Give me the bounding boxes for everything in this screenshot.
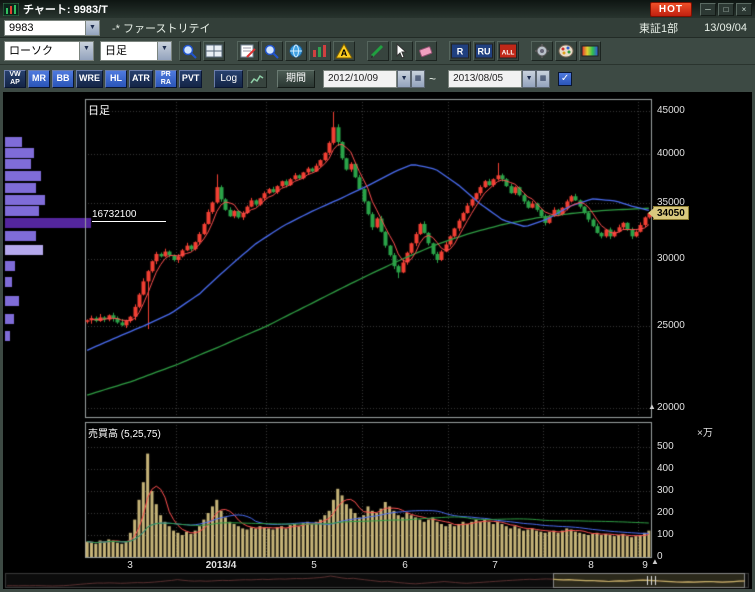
chart-type-combo[interactable]: ローソク ▼: [4, 41, 94, 61]
date-from-field[interactable]: 2012/10/09: [323, 69, 398, 88]
all-icon[interactable]: ALL: [497, 41, 519, 61]
hot-badge[interactable]: HOT: [649, 1, 692, 17]
chart-canvas[interactable]: [3, 92, 752, 589]
indicator-button-atr[interactable]: ATR: [129, 69, 153, 88]
eraser-icon[interactable]: [415, 41, 437, 61]
symbol-name: -* ファーストリテイ: [112, 22, 211, 35]
close-button[interactable]: ×: [736, 2, 752, 16]
chevron-down-icon[interactable]: ▼: [85, 20, 99, 35]
indicator-button-hl[interactable]: HL: [105, 69, 127, 88]
mini-chart-button[interactable]: [247, 69, 268, 88]
web-icon[interactable]: [285, 41, 307, 61]
date-to-field[interactable]: 2013/08/05: [448, 69, 523, 88]
alert-icon[interactable]: A: [333, 41, 355, 61]
settings-gear-icon[interactable]: [531, 41, 553, 61]
period-button[interactable]: 期間: [277, 69, 316, 88]
chevron-down-icon[interactable]: ▼: [79, 42, 93, 60]
symbol-code: 9983: [9, 21, 34, 34]
app-icon: [3, 2, 19, 16]
toolbar-main: ローソク ▼ 日足 ▼ A R RU ALL: [0, 38, 755, 65]
memo-icon[interactable]: [237, 41, 259, 61]
chart-region: 日足 16732100 売買高 (5,25,75) ×万 34050 ▲ ▲ 4…: [3, 92, 752, 589]
date-to-calendar-icon[interactable]: ▦: [536, 69, 551, 88]
timeframe-combo[interactable]: 日足 ▼: [100, 41, 172, 61]
toolbar-indicators: VW AP MR BB WRE HL ATR PR RA PVT Log 期間 2012/10/0…: [0, 65, 755, 92]
chevron-down-icon[interactable]: ▼: [157, 42, 171, 60]
navigator-window[interactable]: [553, 573, 745, 588]
palette-icon[interactable]: [555, 41, 577, 61]
indicator-button-vwap[interactable]: VW AP: [4, 69, 26, 88]
symbol-bar: 9983 ▼ -* ファーストリテイ 東証1部 13/09/04: [0, 18, 755, 38]
minimize-button[interactable]: ─: [700, 2, 716, 16]
title-bar: チャート: 9983/T HOT ─ □ ×: [0, 0, 755, 18]
market-label: 東証1部: [639, 22, 679, 35]
svg-text:RU: RU: [478, 47, 491, 57]
chart-type-value: ローソク: [9, 45, 53, 57]
window-title: チャート: 9983/T: [23, 4, 108, 16]
log-scale-button[interactable]: Log: [214, 69, 244, 88]
gradient-icon[interactable]: [579, 41, 601, 61]
multi-chart-icon[interactable]: [203, 41, 225, 61]
apply-range-checkbox[interactable]: ✓: [558, 71, 573, 86]
current-date: 13/09/04: [704, 21, 747, 34]
maximize-button[interactable]: □: [718, 2, 734, 16]
indicator-button-pvt[interactable]: PVT: [178, 69, 203, 88]
indicator-button-wre[interactable]: WRE: [76, 69, 103, 88]
news-search-icon[interactable]: [261, 41, 283, 61]
date-to-dropdown[interactable]: ▼: [522, 69, 537, 88]
mini-board-icon[interactable]: [309, 41, 331, 61]
timeframe-value: 日足: [105, 45, 127, 57]
range-tilde: ~: [429, 71, 437, 86]
svg-text:R: R: [457, 47, 464, 57]
date-from-calendar-icon[interactable]: ▦: [411, 69, 426, 88]
draw-line-icon[interactable]: [367, 41, 389, 61]
ru-tool-icon[interactable]: RU: [473, 41, 495, 61]
indicator-button-mr[interactable]: MR: [28, 69, 50, 88]
symbol-combo[interactable]: 9983 ▼: [4, 19, 100, 36]
svg-text:ALL: ALL: [502, 50, 515, 57]
indicator-button-bb[interactable]: BB: [52, 69, 74, 88]
zoom-icon[interactable]: [179, 41, 201, 61]
r-tool-icon[interactable]: R: [449, 41, 471, 61]
date-from-dropdown[interactable]: ▼: [397, 69, 412, 88]
svg-text:A: A: [341, 48, 348, 58]
indicator-button-prra[interactable]: PR RA: [154, 69, 177, 88]
cursor-icon[interactable]: [391, 41, 413, 61]
